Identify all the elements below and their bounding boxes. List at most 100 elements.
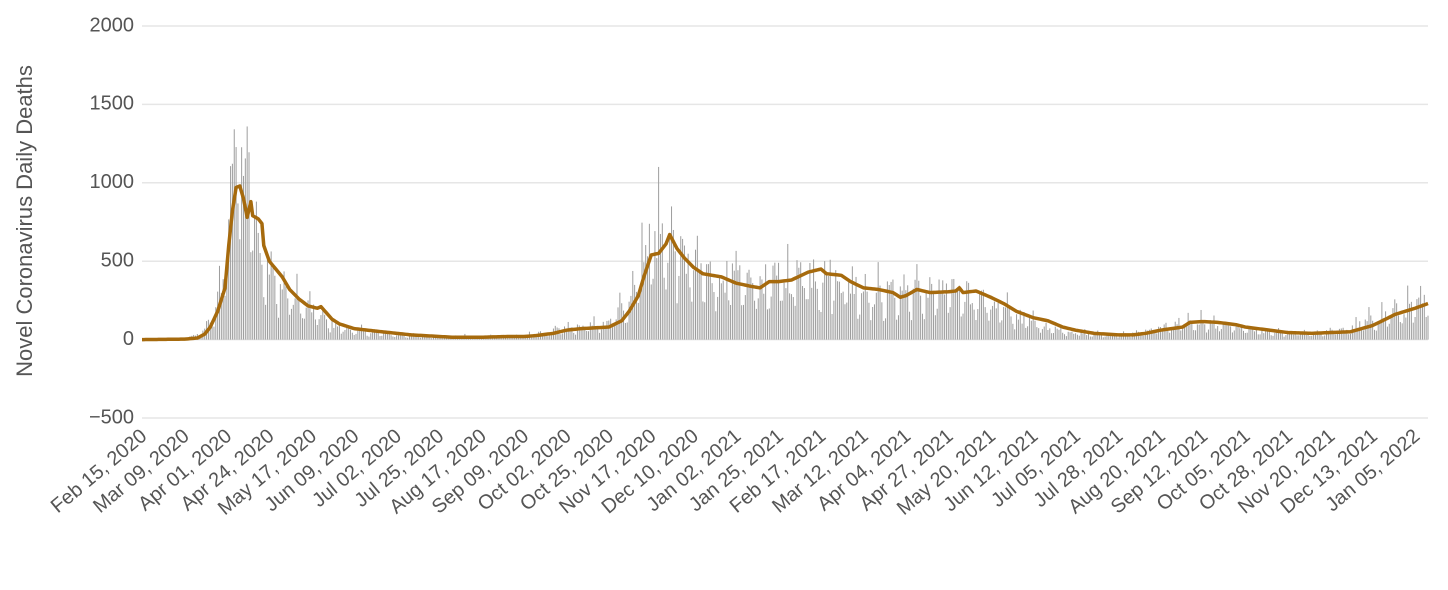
daily-bar (399, 333, 401, 340)
daily-bar (798, 267, 800, 340)
daily-bar (1274, 332, 1276, 340)
daily-bar (669, 237, 671, 340)
daily-bar (1027, 326, 1029, 340)
daily-bar (988, 320, 990, 340)
daily-bar (1187, 312, 1189, 340)
daily-bar (1017, 319, 1019, 340)
daily-bar (778, 262, 780, 340)
daily-bar (754, 300, 756, 340)
daily-bar (619, 292, 621, 340)
daily-bar (278, 317, 280, 340)
daily-bar (1141, 335, 1143, 340)
daily-bar (1028, 315, 1030, 340)
daily-bar (373, 329, 375, 340)
daily-bar (296, 273, 298, 340)
daily-bar (833, 300, 835, 340)
daily-bar (851, 266, 853, 340)
daily-bar (359, 329, 361, 340)
daily-bar (779, 300, 781, 340)
daily-bar (425, 335, 427, 340)
daily-bar (750, 277, 752, 340)
daily-bar (281, 289, 283, 340)
daily-bar (1073, 333, 1075, 340)
daily-bar (1392, 308, 1394, 340)
daily-bar (272, 264, 274, 340)
daily-bar (1285, 335, 1287, 340)
daily-bar (1283, 336, 1285, 340)
daily-bar (1062, 332, 1064, 340)
daily-bar (327, 328, 329, 340)
daily-bar (1106, 334, 1108, 340)
daily-bar (626, 322, 628, 340)
daily-bar (1159, 327, 1161, 340)
daily-bar (1386, 326, 1388, 340)
daily-bar (682, 238, 684, 340)
daily-bar (910, 320, 912, 340)
daily-bar (263, 297, 265, 340)
daily-bar (909, 311, 911, 340)
daily-bar (569, 327, 571, 340)
daily-bar (957, 289, 959, 340)
daily-bar (613, 325, 615, 340)
daily-bar (1357, 327, 1359, 340)
daily-bar (955, 289, 957, 340)
daily-bar (497, 338, 499, 340)
daily-bar (1058, 329, 1060, 340)
daily-bar (879, 285, 881, 340)
daily-bar (783, 282, 785, 340)
daily-bar (706, 264, 708, 340)
daily-bar (1373, 329, 1375, 340)
daily-bar (366, 335, 368, 340)
daily-bar (623, 310, 625, 340)
daily-bar (1290, 331, 1292, 340)
daily-bar (1117, 337, 1119, 340)
daily-bar (1006, 292, 1008, 340)
daily-bar (1047, 330, 1049, 340)
daily-bar (385, 333, 387, 340)
daily-bar (1154, 332, 1156, 340)
daily-bar (962, 313, 964, 340)
daily-bar (1338, 328, 1340, 340)
daily-bar (687, 253, 689, 340)
daily-bar (370, 333, 372, 340)
daily-bar (348, 326, 350, 340)
daily-bar (401, 335, 403, 340)
daily-bar (351, 332, 353, 340)
daily-bar (859, 314, 861, 340)
daily-death-bars (143, 126, 1429, 340)
daily-bar (316, 325, 318, 340)
daily-bar (429, 336, 431, 340)
daily-bar (1014, 329, 1016, 340)
daily-bar (794, 305, 796, 340)
daily-bar (409, 335, 411, 340)
daily-bar (886, 281, 888, 340)
daily-bar (257, 232, 259, 340)
daily-bar (1130, 337, 1132, 340)
daily-bar (1174, 321, 1176, 340)
daily-bar (342, 331, 344, 340)
daily-bar (416, 334, 418, 340)
daily-bar (861, 293, 863, 340)
daily-bar (648, 223, 650, 340)
daily-bar (1211, 323, 1213, 340)
daily-bar (1394, 299, 1396, 340)
daily-bar (303, 318, 305, 340)
daily-bar (846, 302, 848, 340)
daily-bar (1100, 334, 1102, 340)
daily-bar (765, 264, 767, 340)
daily-bar (1041, 329, 1043, 340)
daily-bar (1255, 327, 1257, 340)
daily-bar (1161, 328, 1163, 340)
daily-bar (213, 326, 215, 340)
daily-bar (696, 235, 698, 340)
daily-bar (862, 291, 864, 340)
daily-bar (848, 278, 850, 340)
daily-bar (800, 262, 802, 340)
daily-bar (372, 332, 374, 340)
daily-bar (717, 296, 719, 340)
daily-bar (835, 270, 837, 340)
daily-bar (573, 332, 575, 340)
daily-bar (551, 332, 553, 340)
daily-bar (1235, 323, 1237, 340)
daily-bar (1396, 303, 1398, 340)
